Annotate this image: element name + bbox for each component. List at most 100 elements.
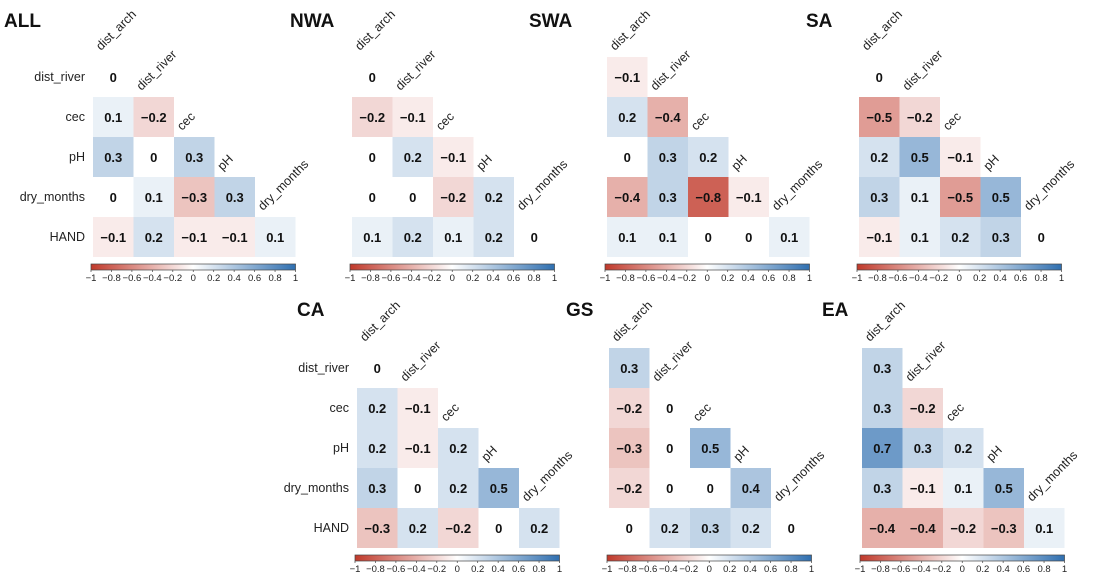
cell-value-label: 0.1 <box>104 110 122 125</box>
cell-value-label: 0 <box>369 150 376 165</box>
cell-value-label: −0.3 <box>181 190 207 205</box>
cell-value-label: −0.5 <box>947 190 973 205</box>
colorbar-tick-label: 0 <box>191 273 196 284</box>
colorbar-tick-label: −1 <box>345 273 356 284</box>
heatmap-cell <box>902 508 943 548</box>
heatmap-cell <box>649 388 690 428</box>
column-label: cec <box>690 400 714 424</box>
colorbar-tick-label: 0.2 <box>723 564 736 575</box>
cell-value-label: −0.2 <box>616 401 642 416</box>
colorbar-tick-label: −0.8 <box>102 273 121 284</box>
colorbar-tick-label: −0.2 <box>677 273 696 284</box>
colorbar-tick-label: 1 <box>1059 273 1064 284</box>
cell-value-label: −0.1 <box>614 70 640 85</box>
column-label: dry_months <box>771 448 827 504</box>
colorbar-tick-label: −0.6 <box>637 273 656 284</box>
heatmap-cell <box>357 428 398 468</box>
heatmap-cell <box>647 177 688 217</box>
cell-value-label: 0.3 <box>992 230 1010 245</box>
cell-value-label: 0 <box>531 230 538 245</box>
colorbar-tick-label: 0 <box>707 564 712 575</box>
heatmap-cell <box>983 508 1024 548</box>
heatmap-cell <box>438 468 479 508</box>
heatmap-cell <box>514 217 555 257</box>
column-label: cec <box>433 109 457 133</box>
cell-value-label: −0.1 <box>400 110 426 125</box>
cell-value-label: 0 <box>705 230 712 245</box>
colorbar-tick-label: −0.2 <box>932 564 951 575</box>
cell-value-label: −0.1 <box>910 481 936 496</box>
colorbar-tick-label: 0.2 <box>721 273 734 284</box>
colorbar-tick-label: 1 <box>807 273 812 284</box>
cell-value-label: 0.5 <box>701 441 719 456</box>
cell-value-label: 0.3 <box>873 481 891 496</box>
heatmap-cell <box>980 217 1021 257</box>
heatmap-cell <box>859 137 900 177</box>
heatmap-cell <box>357 508 398 548</box>
heatmap-cell <box>940 217 981 257</box>
colorbar-tick-label: 0.4 <box>997 564 1010 575</box>
colorbar <box>354 554 560 562</box>
colorbar-tick-label: 1 <box>293 273 298 284</box>
heatmap-cell <box>174 217 215 257</box>
column-label: dist_river <box>398 338 444 384</box>
cell-value-label: 0.1 <box>954 481 972 496</box>
column-label: dry_months <box>514 157 570 213</box>
cell-value-label: 0.3 <box>104 150 122 165</box>
cell-value-label: −0.3 <box>991 521 1017 536</box>
heatmap-cell <box>607 97 648 137</box>
colorbar-tick-label: −0.4 <box>657 273 676 284</box>
heatmap-cell <box>943 468 984 508</box>
heatmap-cell <box>690 508 731 548</box>
cell-value-label: 0.2 <box>870 150 888 165</box>
cell-value-label: −0.1 <box>866 230 892 245</box>
cell-value-label: 0 <box>626 521 633 536</box>
row-label: cec <box>66 110 85 124</box>
heatmap-cell <box>133 137 174 177</box>
cell-value-label: 0.3 <box>368 481 386 496</box>
cell-value-label: 0 <box>495 521 502 536</box>
cell-value-label: −0.2 <box>910 401 936 416</box>
colorbar-tick-label: −0.4 <box>909 273 928 284</box>
column-label: cec <box>688 109 712 133</box>
cell-value-label: 0.7 <box>873 441 891 456</box>
heatmap-cell <box>478 508 519 548</box>
colorbar-tick-label: −0.6 <box>123 273 142 284</box>
heatmap-cell <box>862 428 903 468</box>
cell-value-label: 0 <box>414 481 421 496</box>
heatmap-cell <box>519 508 560 548</box>
cell-value-label: 0 <box>666 401 673 416</box>
cell-value-label: 0.2 <box>699 150 717 165</box>
cell-value-label: −0.1 <box>100 230 126 245</box>
colorbar-tick-label: −0.6 <box>382 273 401 284</box>
colorbar-tick-label: 0.6 <box>1014 273 1027 284</box>
colorbar-tick-label: −0.8 <box>871 564 890 575</box>
colorbar-tick-label: −0.4 <box>912 564 931 575</box>
heatmap-cell <box>214 177 255 217</box>
colorbar-tick-label: 0.2 <box>466 273 479 284</box>
heatmap-cell <box>609 508 650 548</box>
heatmap-cell <box>1024 508 1065 548</box>
cell-value-label: −0.4 <box>910 521 936 536</box>
colorbar-tick-label: −1 <box>852 273 863 284</box>
heatmap-cell <box>93 177 134 217</box>
panel-title: ALL <box>4 11 41 32</box>
cell-value-label: 0.1 <box>659 230 677 245</box>
heatmap-cell <box>983 468 1024 508</box>
panel-all: ALLdist_rivercecpHdry_monthsHANDdist_arc… <box>4 7 311 284</box>
heatmap-cell <box>943 428 984 468</box>
column-label: dist_river <box>393 47 439 93</box>
heatmap-cell <box>357 388 398 428</box>
colorbar-tick-label: 0.2 <box>973 273 986 284</box>
heatmap-cell <box>438 428 479 468</box>
heatmap-cell <box>214 217 255 257</box>
heatmap-cell <box>397 428 438 468</box>
panel-title: EA <box>822 300 849 321</box>
colorbar-tick-label: −0.6 <box>639 564 658 575</box>
heatmap-cell <box>862 348 903 388</box>
colorbar-tick-label: −1 <box>600 273 611 284</box>
heatmap-cell <box>649 428 690 468</box>
colorbar-tick-label: −0.8 <box>618 564 637 575</box>
colorbar-tick-label: −0.2 <box>427 564 446 575</box>
cell-value-label: 0.5 <box>992 190 1010 205</box>
